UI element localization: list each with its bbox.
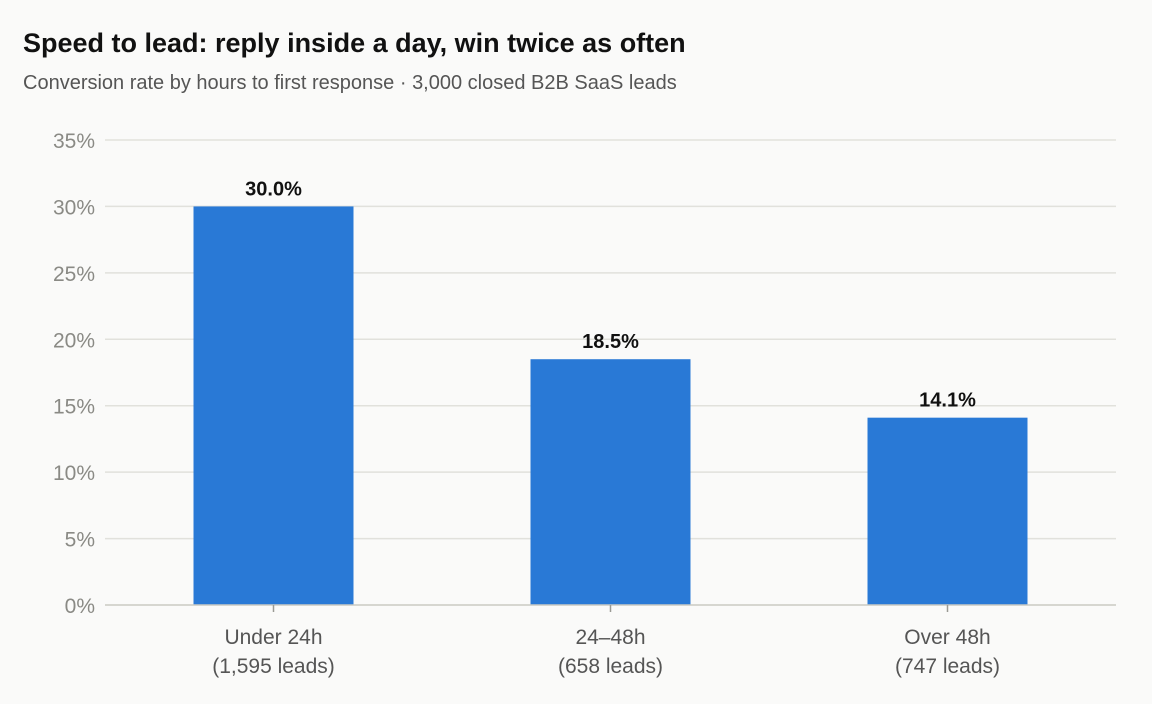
y-tick-label: 35% <box>53 130 95 153</box>
labels: 0% 5% 10% 15% 20% 25% 30% 35% 30.0% Under 24h (1,5… <box>53 130 1000 678</box>
x-tick-sublabel: (658 leads) <box>558 655 663 678</box>
x-axis <box>105 604 1116 612</box>
bar <box>530 359 691 605</box>
x-tick-label: Over 48h <box>904 626 990 649</box>
y-tick-label: 20% <box>53 329 95 352</box>
data-label: 30.0% <box>245 178 302 200</box>
y-tick-label: 15% <box>53 396 95 419</box>
bars <box>193 206 1028 605</box>
chart-subtitle: Conversion rate by hours to first respon… <box>23 72 677 94</box>
x-tick-label: Under 24h <box>224 626 322 649</box>
x-tick-sublabel: (1,595 leads) <box>212 655 335 678</box>
data-label: 14.1% <box>919 390 976 412</box>
data-label: 18.5% <box>582 331 639 353</box>
x-tick-label: 24–48h <box>575 626 645 649</box>
y-tick-label: 25% <box>53 263 95 286</box>
bar <box>193 206 354 605</box>
y-tick-label: 0% <box>65 595 95 618</box>
bar <box>867 417 1028 605</box>
y-tick-label: 30% <box>53 196 95 219</box>
chart-title: Speed to lead: reply inside a day, win t… <box>23 28 686 58</box>
y-tick-label: 10% <box>53 462 95 485</box>
x-tick-sublabel: (747 leads) <box>895 655 1000 678</box>
y-tick-label: 5% <box>65 529 95 552</box>
